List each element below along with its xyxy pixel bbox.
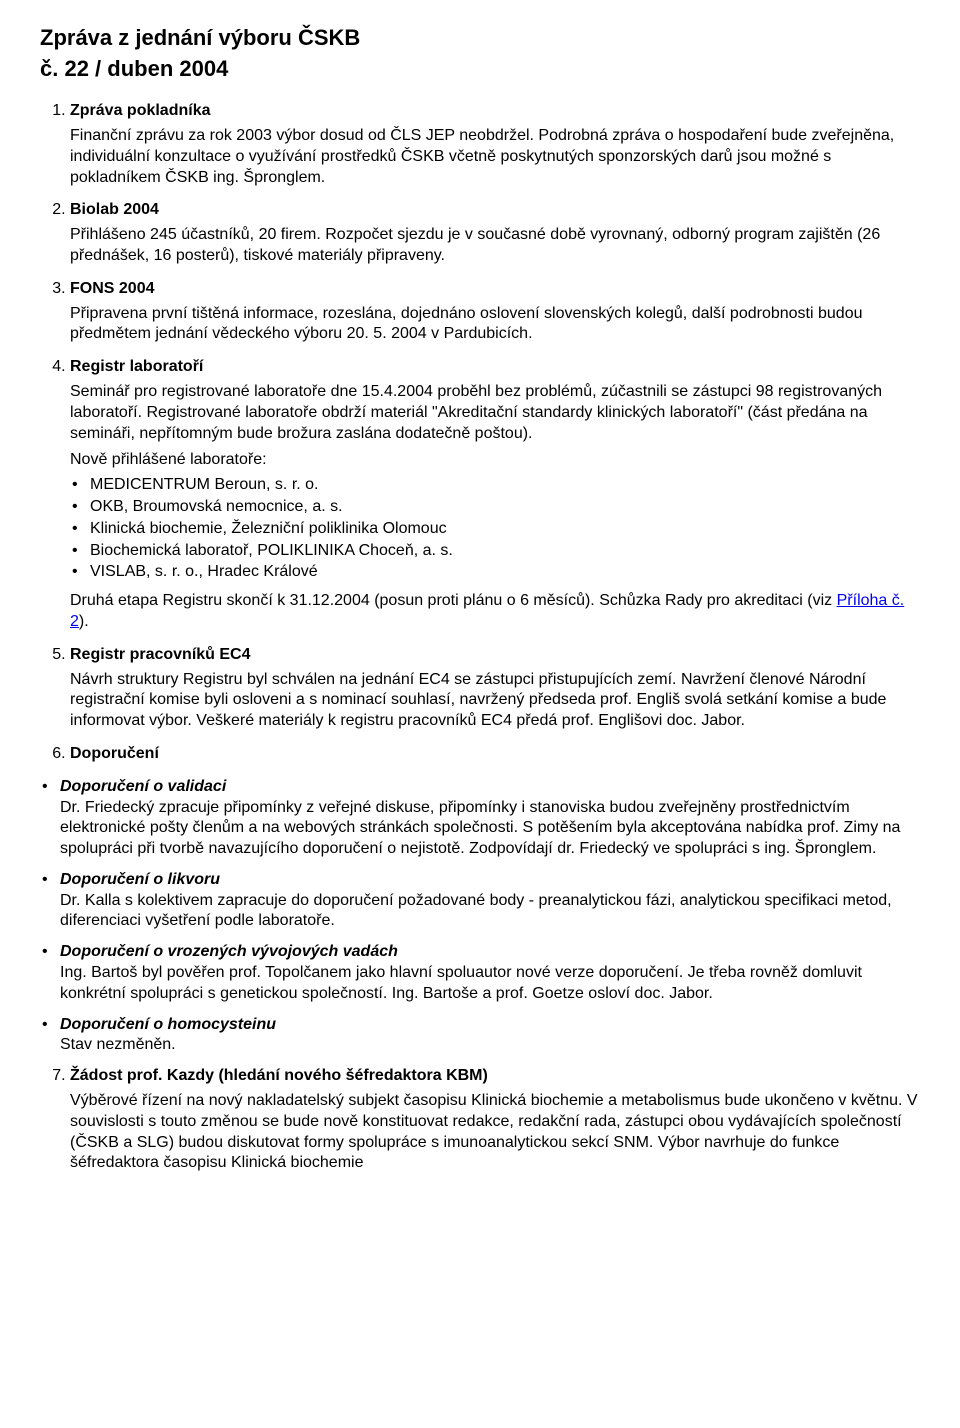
item-body: Seminář pro registrované laboratoře dne … bbox=[70, 382, 920, 444]
recommendations-list: Doporučení o validaci Dr. Friedecký zpra… bbox=[40, 777, 920, 1057]
rec-body: Ing. Bartoš byl pověřen prof. Topolčanem… bbox=[60, 963, 920, 1005]
lab-item: Biochemická laboratoř, POLIKLINIKA Choce… bbox=[70, 541, 920, 562]
item-body: Připravena první tištěná informace, roze… bbox=[70, 304, 920, 346]
lab-item: VISLAB, s. r. o., Hradec Králové bbox=[70, 562, 920, 583]
rec-item: Doporučení o vrozených vývojových vadách… bbox=[40, 942, 920, 1004]
rec-body: Dr. Friedecký zpracuje připomínky z veře… bbox=[60, 798, 920, 860]
report-title: Zpráva z jednání výboru ČSKB bbox=[40, 24, 920, 53]
document-page: Zpráva z jednání výboru ČSKB č. 22 / dub… bbox=[0, 0, 960, 1226]
item-head: Zpráva pokladníka bbox=[70, 102, 211, 119]
rec-subhead: Doporučení o homocysteinu bbox=[60, 1016, 276, 1033]
rec-subhead: Doporučení o vrozených vývojových vadách bbox=[60, 943, 398, 960]
lab-item: Klinická biochemie, Železniční poliklini… bbox=[70, 519, 920, 540]
lab-list: MEDICENTRUM Beroun, s. r. o. OKB, Broumo… bbox=[70, 475, 920, 583]
main-list: Zpráva pokladníka Finanční zprávu za rok… bbox=[40, 101, 920, 765]
item-head: FONS 2004 bbox=[70, 280, 154, 297]
main-list-cont: Žádost prof. Kazdy (hledání nového šéfre… bbox=[40, 1066, 920, 1174]
item-head: Doporučení bbox=[70, 745, 159, 762]
item-body: Přihlášeno 245 účastníků, 20 firem. Rozp… bbox=[70, 225, 920, 267]
list-item-2: Biolab 2004 Přihlášeno 245 účastníků, 20… bbox=[70, 200, 920, 266]
list-item-7: Žádost prof. Kazdy (hledání nového šéfre… bbox=[70, 1066, 920, 1174]
report-subtitle: č. 22 / duben 2004 bbox=[40, 55, 920, 84]
item-body: Návrh struktury Registru byl schválen na… bbox=[70, 670, 920, 732]
item-body: Finanční zprávu za rok 2003 výbor dosud … bbox=[70, 126, 920, 188]
list-item-3: FONS 2004 Připravena první tištěná infor… bbox=[70, 279, 920, 345]
closing-pre: Druhá etapa Registru skončí k 31.12.2004… bbox=[70, 592, 837, 609]
list-item-6: Doporučení bbox=[70, 744, 920, 765]
rec-item: Doporučení o likvoru Dr. Kalla s kolekti… bbox=[40, 870, 920, 932]
rec-subhead: Doporučení o likvoru bbox=[60, 871, 220, 888]
lab-item: MEDICENTRUM Beroun, s. r. o. bbox=[70, 475, 920, 496]
rec-subhead: Doporučení o validaci bbox=[60, 778, 226, 795]
list-item-5: Registr pracovníků EC4 Návrh struktury R… bbox=[70, 645, 920, 732]
list-item-4: Registr laboratoří Seminář pro registrov… bbox=[70, 357, 920, 633]
item-closing: Druhá etapa Registru skončí k 31.12.2004… bbox=[70, 591, 920, 633]
item-extra-line: Nově přihlášené laboratoře: bbox=[70, 450, 920, 471]
lab-item: OKB, Broumovská nemocnice, a. s. bbox=[70, 497, 920, 518]
closing-post: ). bbox=[79, 613, 89, 630]
rec-item: Doporučení o validaci Dr. Friedecký zpra… bbox=[40, 777, 920, 860]
rec-item: Doporučení o homocysteinu Stav nezměněn. bbox=[40, 1015, 920, 1057]
list-item-1: Zpráva pokladníka Finanční zprávu za rok… bbox=[70, 101, 920, 188]
item-head: Registr laboratoří bbox=[70, 358, 203, 375]
item-head: Žádost prof. Kazdy (hledání nového šéfre… bbox=[70, 1067, 488, 1084]
rec-body: Stav nezměněn. bbox=[60, 1035, 920, 1056]
item-head: Biolab 2004 bbox=[70, 201, 159, 218]
item-head: Registr pracovníků EC4 bbox=[70, 646, 251, 663]
rec-body: Dr. Kalla s kolektivem zapracuje do dopo… bbox=[60, 891, 920, 933]
item-body: Výběrové řízení na nový nakladatelský su… bbox=[70, 1091, 920, 1174]
